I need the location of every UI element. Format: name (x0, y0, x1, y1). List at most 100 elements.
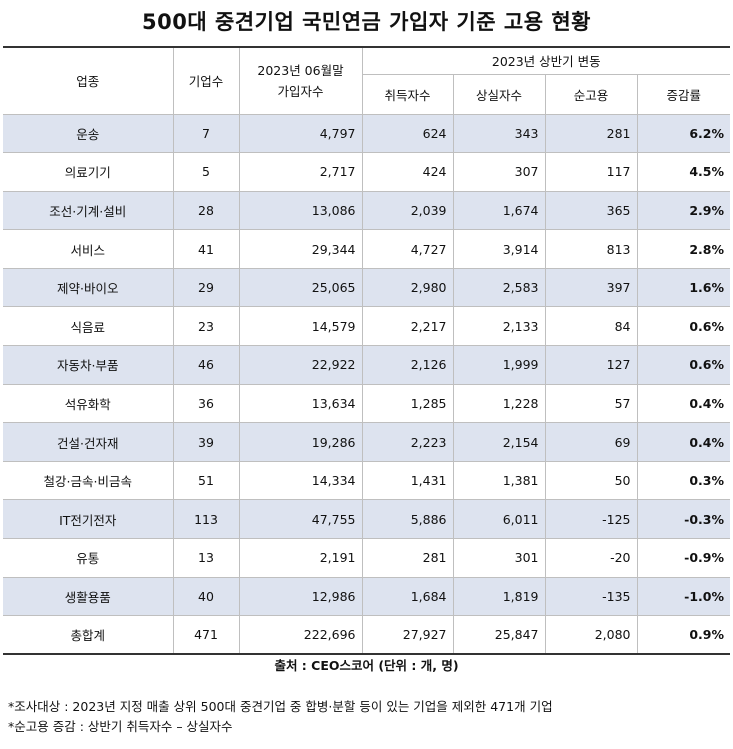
cell-rate: 0.4% (636, 422, 731, 462)
cell-industry: 자동차·부품 (3, 345, 173, 385)
cell-industry: 식음료 (3, 306, 173, 347)
table-row: 의료기기 5 2,717 424 307 117 4.5% (3, 152, 731, 192)
table-row: 철강·금속·비금속 51 14,334 1,431 1,381 50 0.3% (3, 461, 731, 501)
table-row: 조선·기계·설비 28 13,086 2,039 1,674 365 2.9% (3, 191, 731, 231)
cell-net: 365 (544, 191, 637, 231)
cell-company-count: 39 (172, 422, 239, 462)
footnote-scope: *조사대상 : 2023년 지정 매출 상위 500대 중견기업 중 합병·분할… (8, 699, 553, 714)
cell-members: 13,634 (238, 384, 362, 424)
footnote-net-definition: *순고용 증감 : 상반기 취득자수 – 상실자수 (8, 719, 233, 734)
cell-net: 281 (544, 114, 637, 154)
header-acquired: 취득자수 (361, 74, 453, 115)
cell-acquired: 4,727 (361, 229, 453, 269)
cell-acquired: 2,126 (361, 345, 453, 385)
cell-rate: 2.9% (636, 191, 731, 231)
cell-rate: -1.0% (636, 577, 731, 617)
cell-net: -20 (544, 538, 637, 578)
cell-acquired: 2,223 (361, 422, 453, 462)
table-row: 제약·바이오 29 25,065 2,980 2,583 397 1.6% (3, 268, 731, 308)
cell-members: 14,334 (238, 461, 362, 501)
cell-company-count: 51 (172, 461, 239, 501)
cell-company-count: 7 (172, 114, 239, 154)
header-company-count: 기업수 (172, 46, 239, 115)
cell-company-count: 5 (172, 152, 239, 192)
cell-acquired: 2,217 (361, 306, 453, 347)
cell-members: 2,191 (238, 538, 362, 578)
cell-acquired: 624 (361, 114, 453, 154)
cell-net: 813 (544, 229, 637, 269)
table-row: 운송 7 4,797 624 343 281 6.2% (3, 114, 731, 154)
cell-industry: 유통 (3, 538, 173, 578)
cell-acquired: 1,684 (361, 577, 453, 617)
cell-rate: 0.3% (636, 461, 731, 501)
cell-members: 25,065 (238, 268, 362, 308)
cell-members: 2,717 (238, 152, 362, 192)
cell-members: 4,797 (238, 114, 362, 154)
cell-members: 22,922 (238, 345, 362, 385)
cell-lost: 2,583 (452, 268, 545, 308)
cell-lost: 1,674 (452, 191, 545, 231)
cell-acquired: 424 (361, 152, 453, 192)
cell-rate: 6.2% (636, 114, 731, 154)
table-row: 자동차·부품 46 22,922 2,126 1,999 127 0.6% (3, 345, 731, 385)
cell-industry: IT전기전자 (3, 499, 173, 540)
cell-net: 117 (544, 152, 637, 192)
table-body: 운송 7 4,797 624 343 281 6.2% 의료기기 5 2,717 424 307 117… (3, 114, 731, 656)
table-row: 서비스 41 29,344 4,727 3,914 813 2.8% (3, 229, 731, 269)
cell-rate: 0.9% (636, 615, 731, 656)
total-row: 총합계 471 222,696 27,927 25,847 2,080 0.9% (3, 615, 731, 656)
cell-rate: 1.6% (636, 268, 731, 308)
cell-rate: 4.5% (636, 152, 731, 192)
cell-members: 19,286 (238, 422, 362, 462)
table-row: IT전기전자 113 47,755 5,886 6,011 -125 -0.3% (3, 499, 731, 540)
cell-rate: 0.6% (636, 306, 731, 347)
cell-company-count: 13 (172, 538, 239, 578)
cell-industry: 생활용품 (3, 577, 173, 617)
cell-industry: 건설·건자재 (3, 422, 173, 462)
table-row: 생활용품 40 12,986 1,684 1,819 -135 -1.0% (3, 577, 731, 617)
cell-industry: 제약·바이오 (3, 268, 173, 308)
cell-net: 69 (544, 422, 637, 462)
cell-members: 13,086 (238, 191, 362, 231)
cell-company-count: 113 (172, 499, 239, 540)
cell-members: 47,755 (238, 499, 362, 540)
cell-acquired: 5,886 (361, 499, 453, 540)
cell-rate: -0.9% (636, 538, 731, 578)
cell-lost: 2,154 (452, 422, 545, 462)
cell-lost: 1,381 (452, 461, 545, 501)
table-row: 식음료 23 14,579 2,217 2,133 84 0.6% (3, 306, 731, 347)
cell-acquired: 1,285 (361, 384, 453, 424)
employment-table: 업종 기업수 2023년 06월말 가입자수 2023년 상반기 변동 취득자수… (3, 46, 731, 656)
cell-lost: 25,847 (452, 615, 545, 656)
cell-members: 12,986 (238, 577, 362, 617)
cell-acquired: 1,431 (361, 461, 453, 501)
cell-industry: 의료기기 (3, 152, 173, 192)
header-change-group: 2023년 상반기 변동 (361, 46, 731, 75)
cell-industry: 서비스 (3, 229, 173, 269)
cell-lost: 6,011 (452, 499, 545, 540)
cell-lost: 307 (452, 152, 545, 192)
cell-company-count: 40 (172, 577, 239, 617)
cell-acquired: 2,039 (361, 191, 453, 231)
cell-lost: 2,133 (452, 306, 545, 347)
cell-acquired: 281 (361, 538, 453, 578)
cell-net: 2,080 (544, 615, 637, 656)
cell-company-count: 29 (172, 268, 239, 308)
header-rate: 증감률 (636, 74, 731, 115)
cell-net: 84 (544, 306, 637, 347)
cell-lost: 1,819 (452, 577, 545, 617)
cell-net: -125 (544, 499, 637, 540)
cell-industry: 철강·금속·비금속 (3, 461, 173, 501)
cell-rate: 0.4% (636, 384, 731, 424)
cell-company-count: 36 (172, 384, 239, 424)
table-row: 유통 13 2,191 281 301 -20 -0.9% (3, 538, 731, 578)
table-row: 건설·건자재 39 19,286 2,223 2,154 69 0.4% (3, 422, 731, 462)
cell-industry: 조선·기계·설비 (3, 191, 173, 231)
cell-net: 57 (544, 384, 637, 424)
header-members: 2023년 06월말 가입자수 (238, 46, 362, 115)
cell-net: 127 (544, 345, 637, 385)
cell-rate: -0.3% (636, 499, 731, 540)
cell-company-count: 28 (172, 191, 239, 231)
cell-lost: 301 (452, 538, 545, 578)
cell-lost: 1,228 (452, 384, 545, 424)
